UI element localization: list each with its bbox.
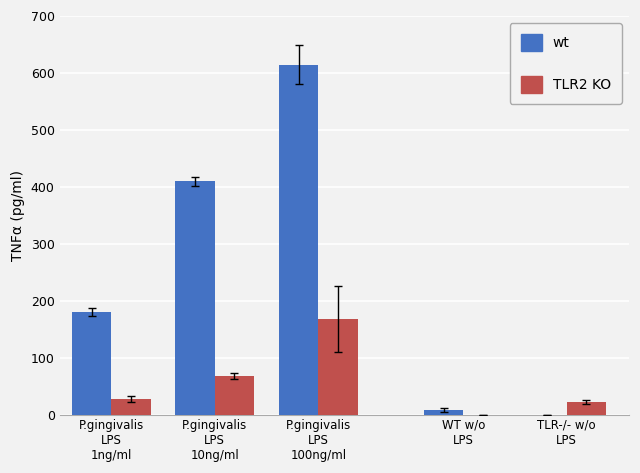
Legend: wt, TLR2 KO: wt, TLR2 KO <box>509 23 622 104</box>
Bar <box>111 399 150 415</box>
Bar <box>175 181 215 415</box>
Bar <box>215 376 254 415</box>
Bar <box>72 312 111 415</box>
Bar <box>318 319 358 415</box>
Bar <box>424 410 463 415</box>
Bar <box>567 402 606 415</box>
Y-axis label: TNFα (pg/ml): TNFα (pg/ml) <box>11 170 25 261</box>
Bar <box>279 64 318 415</box>
